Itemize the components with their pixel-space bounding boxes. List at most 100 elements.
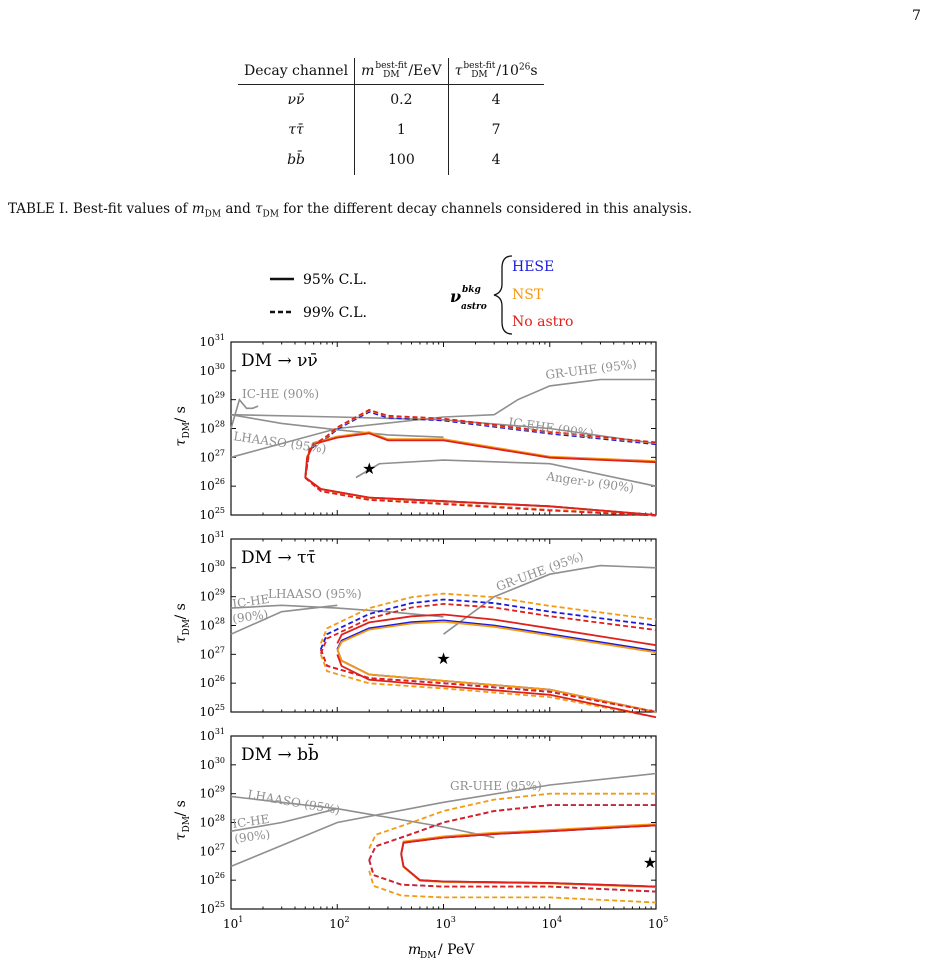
contour-99-lower-noastro bbox=[319, 648, 657, 713]
chart-panel-3: 1025 1026 1027 1028 1029 1030 1031 τDM/ s ★ DM → … bbox=[173, 727, 657, 916]
constraint-label: LHAASO (95%) bbox=[233, 429, 328, 456]
constraint-curve bbox=[230, 378, 656, 459]
y-tick-label: 1026 bbox=[200, 477, 225, 493]
y-axis-label-unit: / s bbox=[173, 800, 189, 816]
x-tick-label: 104 bbox=[542, 915, 562, 931]
x-tick-label: 101 bbox=[223, 915, 243, 931]
x-tick-label: 103 bbox=[436, 915, 456, 931]
y-tick-label: 1029 bbox=[200, 785, 225, 801]
constraint-label: IC-HE bbox=[231, 812, 270, 831]
y-tick-label: 1028 bbox=[200, 420, 225, 436]
y-axis-label: τDM/ s bbox=[173, 603, 192, 643]
header-tau: τ best-fit DM/1026s bbox=[448, 58, 544, 85]
best-fit-table: Decay channel m best-fit DM/EeV τ best-fit D… bbox=[238, 58, 544, 175]
x-tick-label: 105 bbox=[648, 915, 668, 931]
y-tick-label: 1027 bbox=[200, 842, 225, 858]
contour-99-lower-noastro bbox=[368, 859, 657, 893]
contour-99-lower-noastro bbox=[304, 477, 657, 517]
header-decay-channel: Decay channel bbox=[238, 58, 356, 85]
constraint-curve bbox=[230, 807, 338, 832]
legend-brace bbox=[493, 255, 513, 335]
table-cell-mass: 1 bbox=[354, 115, 449, 145]
panel-label: DM → νν̄ bbox=[241, 351, 318, 371]
y-tick-label: 1030 bbox=[200, 756, 225, 772]
contour-99-nst bbox=[319, 592, 657, 644]
y-tick-label: 1025 bbox=[200, 900, 225, 916]
table-cell-tau: 4 bbox=[491, 152, 501, 168]
contour-95-noastro bbox=[400, 824, 657, 855]
legend-solid-label: 95% C.L. bbox=[303, 272, 367, 288]
legend-nu-sub: astro bbox=[461, 302, 487, 312]
constraint-label: IC-EHE (90%) bbox=[508, 415, 595, 441]
contour-95-lower-noastro bbox=[400, 853, 657, 888]
best-fit-star: ★ bbox=[362, 459, 376, 478]
y-axis-label-unit: / s bbox=[173, 603, 189, 619]
contour-99-lower-nst bbox=[368, 870, 657, 904]
legend-nu-sup: bkg bbox=[462, 285, 481, 295]
best-fit-star: ★ bbox=[643, 853, 657, 872]
legend-nu-letter: ν bbox=[450, 287, 461, 306]
contour-99-hese bbox=[319, 598, 657, 650]
y-tick-label: 1027 bbox=[200, 645, 225, 661]
y-tick-label: 1028 bbox=[200, 617, 225, 633]
contour-95-noastro bbox=[336, 613, 657, 647]
y-tick-label: 1025 bbox=[200, 703, 225, 719]
constraint-label: IC-HE bbox=[231, 592, 270, 611]
contour-99-lower-nst bbox=[319, 654, 657, 719]
y-axis-label-sub: DM bbox=[182, 816, 192, 832]
contour-95-noastro bbox=[304, 432, 657, 478]
x-axis-label-sub: DM bbox=[420, 951, 436, 961]
constraint-label: (90%) bbox=[231, 607, 269, 626]
constraint-label: (90%) bbox=[233, 827, 271, 846]
constraint-label: IC-HE (90%) bbox=[242, 387, 319, 401]
best-fit-star: ★ bbox=[436, 649, 450, 668]
contour-99-noastro bbox=[304, 408, 657, 477]
contour-99-noastro bbox=[319, 602, 657, 655]
contour-95-hese bbox=[336, 619, 657, 652]
y-tick-label: 1027 bbox=[200, 448, 225, 464]
constraint-curve bbox=[355, 459, 657, 487]
y-tick-label: 1026 bbox=[200, 871, 225, 887]
panel-label: DM → ττ̄ bbox=[241, 548, 316, 568]
table-cell-mass: 0.2 bbox=[354, 84, 449, 115]
table-row: νν̄ 0.2 4 bbox=[238, 84, 544, 115]
contour-95-lower-noastro bbox=[304, 476, 657, 516]
table-cell-channel: νν̄ bbox=[238, 84, 356, 115]
x-axis-label: m DM / PeV bbox=[408, 942, 475, 961]
y-tick-label: 1030 bbox=[200, 559, 225, 575]
y-tick-label: 1025 bbox=[200, 506, 225, 522]
legend-nu-symbol: ν bkg astro bbox=[450, 285, 487, 312]
constraint-curve bbox=[230, 413, 444, 438]
y-tick-label: 1031 bbox=[200, 727, 225, 743]
constraint-label: GR-UHE (95%) bbox=[545, 357, 638, 382]
table-row: bb̄ 100 4 bbox=[238, 145, 544, 175]
y-axis-label-tau: τ bbox=[173, 833, 189, 841]
x-axis-label-unit: / PeV bbox=[438, 942, 475, 958]
contour-95-lower-nst bbox=[336, 648, 657, 713]
table-row: ττ̄ 1 7 bbox=[238, 115, 544, 145]
figure-legend: 95% C.L. 99% C.L. ν bkg astro HESE NST N… bbox=[270, 255, 573, 335]
contour-95-nst bbox=[304, 431, 657, 477]
contour-95-lower-noastro bbox=[336, 654, 657, 719]
contour-95-nst bbox=[336, 620, 657, 654]
best-fit-table-grid: Decay channel m best-fit DM/EeV τ best-fit D… bbox=[238, 58, 544, 175]
x-tick-label: 102 bbox=[329, 915, 349, 931]
y-tick-label: 1026 bbox=[200, 674, 225, 690]
header-mass: m best-fit DM/EeV bbox=[354, 58, 449, 85]
contour-95-hese bbox=[400, 824, 657, 855]
y-axis-label-tau: τ bbox=[173, 636, 189, 644]
x-axis-label-m: m bbox=[408, 942, 421, 958]
y-axis-label-unit: / s bbox=[173, 406, 189, 422]
chart-panel-2: 1025 1026 1027 1028 1029 1030 1031 τDM/ s ★ DM → … bbox=[173, 530, 657, 719]
y-axis-label-tau: τ bbox=[173, 439, 189, 447]
constraint-curve bbox=[230, 398, 259, 429]
legend-entry-hese: HESE bbox=[512, 259, 554, 275]
contour-99-hese bbox=[304, 410, 657, 479]
y-axis-label: τDM/ s bbox=[173, 406, 192, 446]
y-tick-label: 1031 bbox=[200, 333, 225, 349]
constraint-curve bbox=[230, 604, 444, 618]
y-axis-label-sub: DM bbox=[182, 422, 192, 438]
y-tick-label: 1029 bbox=[200, 391, 225, 407]
constraint-label: LHAASO (95%) bbox=[268, 587, 362, 601]
